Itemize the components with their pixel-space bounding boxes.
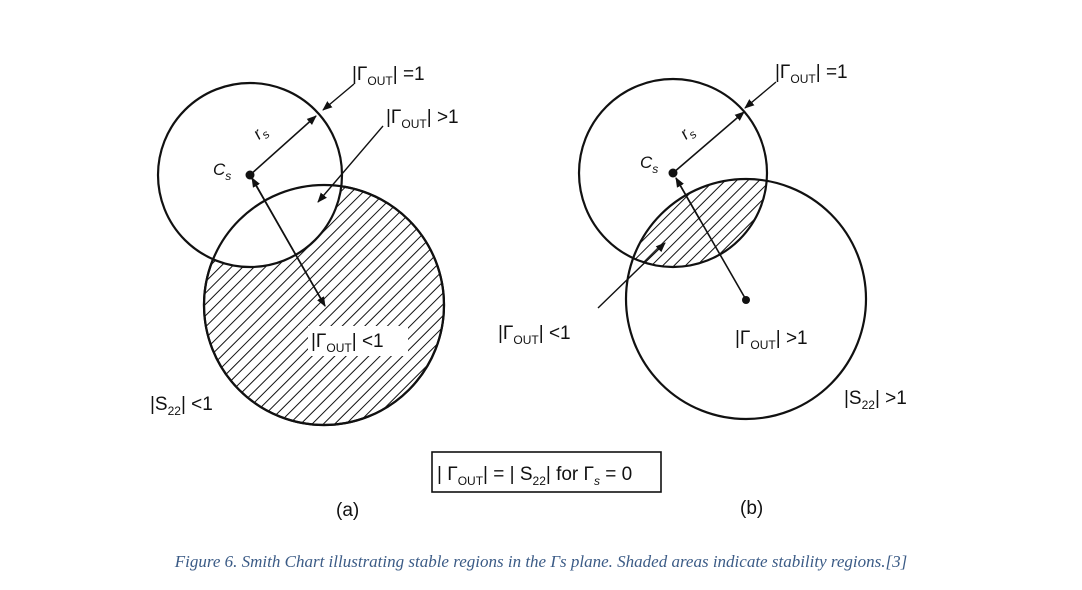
cs-label-a: Cs bbox=[213, 160, 231, 183]
s22-circle-a-outline bbox=[202, 183, 446, 427]
gamma-unit-label-a: |ΓOUT| =1 bbox=[352, 64, 425, 88]
equation-text: | ΓOUT| = | S22| for Γs = 0 bbox=[437, 464, 632, 488]
gamma-gt-label-a: |ΓOUT| >1 bbox=[386, 107, 459, 131]
gamma-lt-label-a: |ΓOUT| <1 bbox=[311, 331, 384, 355]
rs-arrow-b bbox=[672, 111, 745, 174]
figure-caption: Figure 6. Smith Chart illustrating stabl… bbox=[174, 552, 908, 571]
panel-label-b: (b) bbox=[740, 498, 763, 519]
gamma-lt-label-b: |ΓOUT| <1 bbox=[498, 323, 571, 347]
panel-label-a: (a) bbox=[336, 500, 359, 521]
pointer-gamma-gt-a bbox=[317, 125, 384, 203]
pointer-gamma-unit-b bbox=[744, 81, 777, 109]
rs-arrow-a bbox=[249, 115, 317, 176]
equation-box-frame bbox=[431, 451, 662, 493]
pointer-gamma-unit-a bbox=[322, 83, 355, 111]
cs-label-b: Cs bbox=[640, 153, 658, 176]
center-arrow-b-head bbox=[675, 177, 701, 221]
stability-circle-b bbox=[577, 77, 769, 269]
panel-b: |ΓOUT| =1 rs Cs |ΓOUT| <1 |ΓOUT| >1 |S22… bbox=[498, 62, 907, 519]
panel-a: |ΓOUT| =1 |ΓOUT| >1 rs Cs |ΓOUT| <1 |S22… bbox=[150, 64, 459, 521]
pointer-gamma-lt-b bbox=[597, 242, 666, 309]
gamma-gt-label-b: |ΓOUT| >1 bbox=[735, 328, 808, 352]
s22-label-b: |S22| >1 bbox=[844, 388, 907, 412]
gamma-lt-bg-a bbox=[308, 326, 408, 356]
lens-region-b bbox=[626, 179, 767, 267]
s22-label-a: |S22| <1 bbox=[150, 394, 213, 418]
equation-box: | ΓOUT| = | S22| for Γs = 0 bbox=[431, 451, 662, 493]
center-arrow-a-back bbox=[251, 177, 326, 307]
center-point-b bbox=[742, 296, 750, 304]
rs-label-b: rs bbox=[676, 121, 699, 145]
s22-circle-b bbox=[624, 177, 868, 421]
gamma-unit-label-b: |ΓOUT| =1 bbox=[775, 62, 848, 86]
